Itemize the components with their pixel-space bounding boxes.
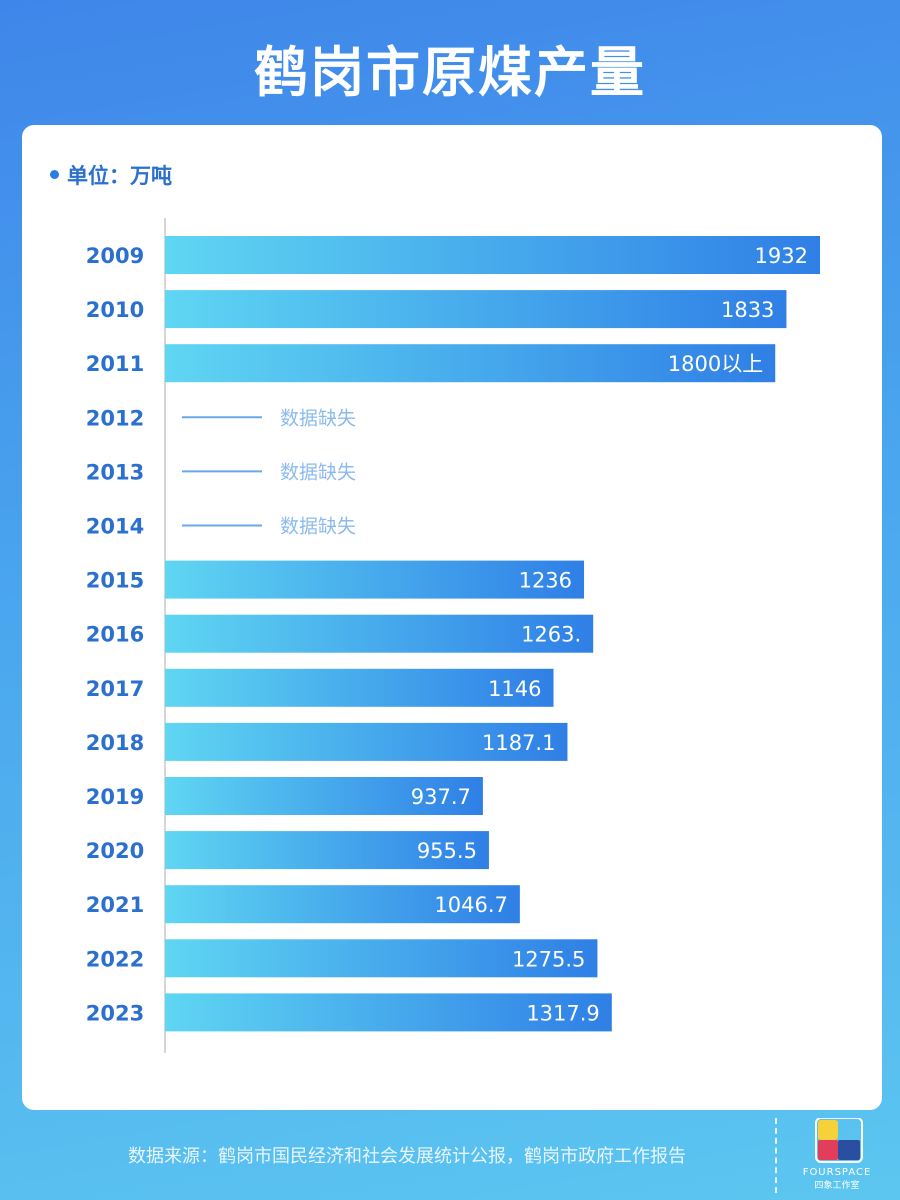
bar <box>165 560 585 599</box>
bar-value-label: 1046.7 <box>434 893 507 917</box>
year-tick-label: 2019 <box>86 785 144 809</box>
bar-value-label: 1187.1 <box>482 731 555 755</box>
year-tick-label: 2013 <box>86 460 144 484</box>
foursapce-logo: FOURSPACE 四象工作室 <box>803 1118 872 1191</box>
bar <box>165 668 554 707</box>
bar <box>165 831 489 870</box>
year-tick-label: 2018 <box>86 731 144 755</box>
year-tick-label: 2014 <box>86 515 144 539</box>
bar <box>165 993 612 1032</box>
missing-data-label: 数据缺失 <box>280 516 356 538</box>
svg-text:四象工作室: 四象工作室 <box>814 1179 859 1191</box>
missing-data-label: 数据缺失 <box>280 461 356 483</box>
bar-value-label: 1275.5 <box>512 947 585 971</box>
unit-text: 单位：万吨 <box>67 164 172 188</box>
bar-value-label: 1833 <box>721 298 774 322</box>
bar <box>165 777 483 815</box>
year-tick-label: 2010 <box>86 298 144 322</box>
bar-value-label: 1263. <box>521 623 581 647</box>
bar <box>165 939 598 978</box>
svg-text:FOURSPACE: FOURSPACE <box>803 1167 872 1178</box>
bar <box>165 614 594 653</box>
bar-value-label: 1146 <box>488 677 541 701</box>
bar <box>165 885 520 924</box>
bullet-dot-icon <box>50 169 59 179</box>
year-tick-label: 2016 <box>86 623 144 647</box>
bar-value-label: 1932 <box>755 244 808 268</box>
year-tick-label: 2012 <box>86 406 144 430</box>
bar-value-label: 1236 <box>519 569 572 593</box>
source-note: 数据来源：鹤岗市国民经济和社会发展统计公报，鹤岗市政府工作报告 <box>128 1146 686 1167</box>
bar <box>165 236 820 274</box>
year-tick-label: 2020 <box>86 839 144 863</box>
year-tick-label: 2022 <box>86 947 144 971</box>
bar <box>165 290 787 329</box>
bar-value-label: 1800以上 <box>668 352 763 376</box>
bar <box>165 344 776 383</box>
missing-data-label: 数据缺失 <box>280 407 356 429</box>
chart-title: 鹤岗市原煤产量 <box>254 41 646 104</box>
year-tick-label: 2015 <box>86 569 144 593</box>
year-tick-label: 2023 <box>86 1001 144 1025</box>
year-tick-label: 2009 <box>86 244 144 268</box>
year-tick-label: 2017 <box>86 677 144 701</box>
year-tick-label: 2011 <box>86 352 144 376</box>
unit-label: 单位：万吨 <box>50 160 172 190</box>
bar-value-label: 937.7 <box>411 785 471 809</box>
bar-value-label: 1317.9 <box>526 1001 599 1025</box>
bar-value-label: 955.5 <box>417 839 477 863</box>
bar <box>165 722 568 761</box>
year-tick-label: 2021 <box>86 893 144 917</box>
divider <box>775 1118 777 1193</box>
